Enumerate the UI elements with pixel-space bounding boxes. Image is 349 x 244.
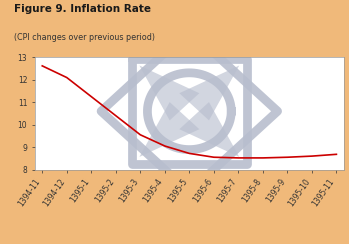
Polygon shape xyxy=(179,65,239,120)
Polygon shape xyxy=(139,102,199,157)
Polygon shape xyxy=(139,65,199,120)
Text: (CPI changes over previous period): (CPI changes over previous period) xyxy=(14,33,155,42)
Text: Figure 9. Inflation Rate: Figure 9. Inflation Rate xyxy=(14,4,151,14)
Polygon shape xyxy=(179,102,239,157)
